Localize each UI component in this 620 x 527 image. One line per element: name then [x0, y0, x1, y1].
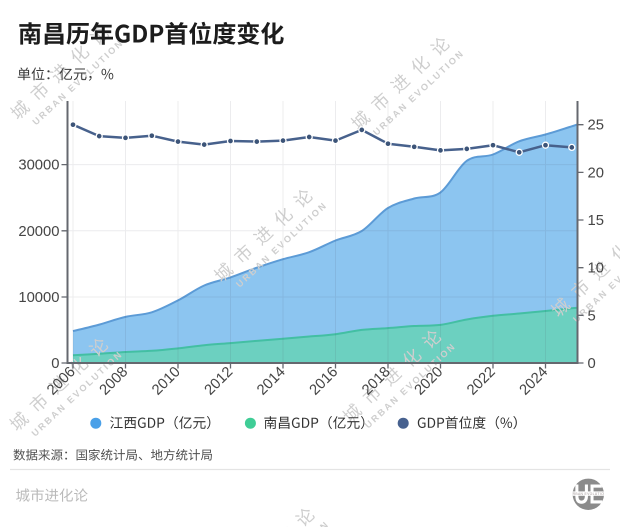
svg-text:5: 5 — [588, 308, 596, 324]
svg-text:10: 10 — [588, 261, 604, 277]
svg-text:30000: 30000 — [18, 158, 59, 174]
svg-text:25: 25 — [588, 118, 604, 134]
svg-text:0: 0 — [51, 356, 59, 372]
svg-text:20000: 20000 — [18, 224, 59, 240]
svg-text:15: 15 — [588, 213, 604, 229]
svg-text:10000: 10000 — [18, 290, 59, 306]
svg-text:20: 20 — [588, 165, 604, 181]
svg-text:URBAN EVOLUTION: URBAN EVOLUTION — [570, 492, 607, 496]
svg-text:UE: UE — [574, 479, 603, 510]
svg-text:0: 0 — [588, 356, 596, 372]
